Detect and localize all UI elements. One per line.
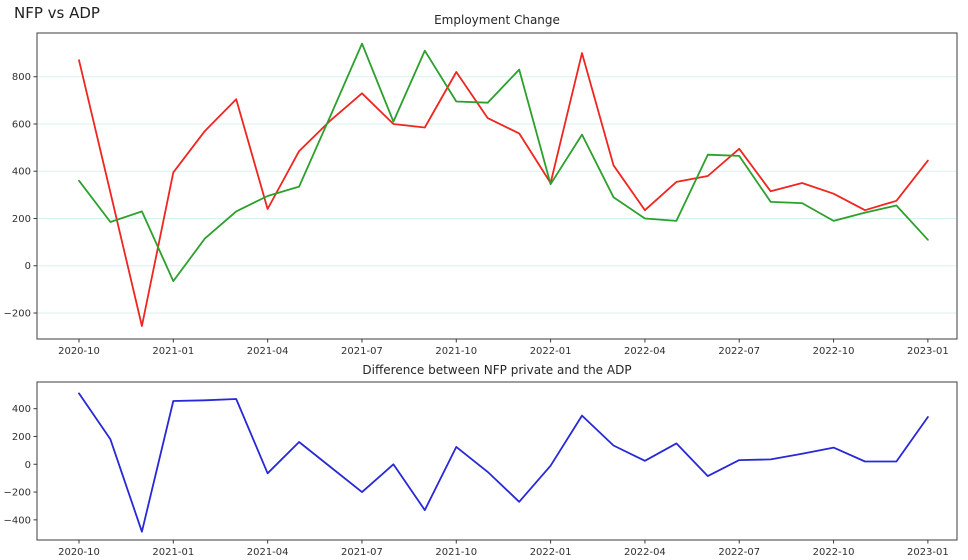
x-tick-label: 2022-01 [530,346,572,357]
x-tick-label: 2021-01 [152,547,194,558]
x-tick-label: 2022-04 [624,547,666,558]
x-tick-label: 2021-04 [247,346,289,357]
bottom-chart-ticks: 400 200 0 −200 −400 2020-10 2021-01 2021-04 2021… [4,404,949,558]
bottom-chart-frame [36,381,958,541]
top-chart-title: Employment Change [434,13,560,27]
x-tick-label: 2022-10 [813,346,855,357]
y-tick-label: 200 [12,432,31,443]
y-tick-label: 800 [12,72,31,83]
bottom-chart-plot-area [78,392,929,533]
x-tick-label: 2023-01 [907,547,949,558]
top-chart-frame [36,32,958,340]
x-tick-label: 2022-07 [718,346,760,357]
x-tick-label: 2021-04 [247,547,289,558]
bottom-chart-title: Difference between NFP private and the A… [362,363,631,377]
x-tick-label: 2022-10 [813,547,855,558]
x-tick-label: 2021-01 [152,346,194,357]
y-tick-label: 400 [12,167,31,178]
y-tick-label: 400 [12,404,31,415]
y-tick-label: −200 [4,488,31,499]
x-tick-label: 2022-07 [718,547,760,558]
x-tick-label: 2020-10 [58,346,100,357]
top-chart-ticks: 800 600 400 200 0 −200 2020-10 2021-01 2021-04 20… [4,72,949,357]
x-tick-label: 2021-07 [341,346,383,357]
y-tick-label: 600 [12,120,31,131]
adp-line [78,42,929,283]
nfp-private-line [78,52,929,327]
nfp-private-minus-adp-line [78,392,929,533]
x-tick-label: 2023-01 [907,346,949,357]
figure-title: NFP vs ADP [14,4,100,22]
x-tick-label: 2020-10 [58,547,100,558]
y-tick-label: 0 [25,261,31,272]
x-tick-label: 2021-10 [435,547,477,558]
y-tick-label: 0 [25,460,31,471]
top-chart: 800 600 400 200 0 −200 2020-10 2021-01 2021-04 20… [4,13,958,357]
y-tick-label: −400 [4,515,31,526]
x-tick-label: 2021-07 [341,547,383,558]
bottom-chart: 400 200 0 −200 −400 2020-10 2021-01 2021-04 2021… [4,363,958,558]
x-tick-label: 2021-10 [435,346,477,357]
y-tick-label: 200 [12,214,31,225]
x-tick-label: 2022-04 [624,346,666,357]
x-tick-label: 2022-01 [530,547,572,558]
y-tick-label: −200 [4,309,31,320]
top-chart-gridlines [38,76,956,314]
top-chart-plot-area [78,42,929,327]
